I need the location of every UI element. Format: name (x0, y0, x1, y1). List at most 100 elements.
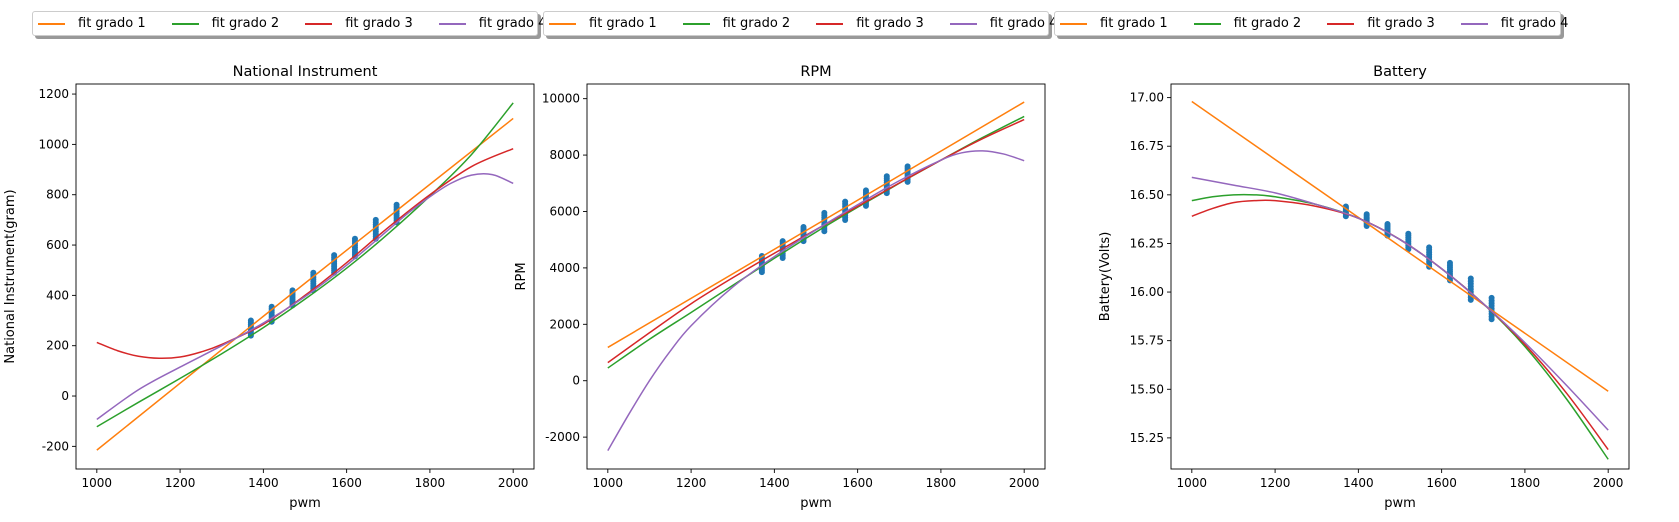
x-tick-label: 1200 (1260, 476, 1291, 490)
legend-swatch-fit-1 (549, 22, 576, 25)
data-point (842, 198, 849, 205)
legend-entry-fit-2: fit grado 2 (171, 16, 280, 31)
y-tick-label: 0 (61, 389, 69, 403)
legend-entry-fit-2: fit grado 2 (682, 16, 791, 31)
x-tick-label: 1800 (1510, 476, 1541, 490)
data-point (1405, 230, 1412, 237)
x-tick-label: 1200 (676, 476, 707, 490)
data-point (1426, 244, 1433, 251)
y-tick-label: 400 (46, 288, 69, 302)
legend-swatch-fit-1 (1060, 22, 1087, 25)
legend-national-instrument: fit grado 1 fit grado 2 fit grado 3 fit … (32, 11, 546, 36)
data-point (310, 269, 317, 276)
legend-entry-fit-1: fit grado 1 (38, 16, 146, 31)
legend-label-fit-2: fit grado 2 (722, 16, 791, 31)
data-point (1446, 259, 1453, 266)
x-tick-label: 1200 (165, 476, 196, 490)
legend-swatch-fit-4 (949, 22, 977, 25)
y-tick-label: 600 (46, 238, 69, 252)
legend-entry-fit-3: fit grado 3 (816, 16, 924, 31)
data-point (331, 252, 338, 259)
legend-label-fit-4: fit grado 4 (1500, 16, 1569, 31)
legend-label-fit-4: fit grado 4 (989, 16, 1058, 31)
y-tick-label: 10000 (542, 92, 580, 106)
series-line-fit-grado-3 (96, 147, 514, 360)
legend-entry-fit-2: fit grado 2 (1193, 16, 1302, 31)
plot-area (96, 102, 514, 451)
y-tick-label: 200 (46, 339, 69, 353)
legend-swatch-fit-4 (438, 22, 466, 25)
y-tick-label: 1000 (38, 137, 69, 151)
chart-title: RPM (800, 64, 831, 80)
data-point (779, 238, 786, 245)
legend-swatch-fit-4 (1460, 22, 1488, 25)
legend-swatch-fit-2 (1193, 22, 1221, 25)
data-point (1467, 275, 1474, 282)
y-tick-label: 17.00 (1130, 91, 1164, 105)
legend-swatch-fit-3 (305, 22, 333, 25)
legend-label-fit-3: fit grado 3 (856, 16, 924, 31)
x-tick-label: 1600 (1426, 476, 1457, 490)
data-point (1384, 221, 1391, 227)
x-tick-label: 1400 (1343, 476, 1374, 490)
y-tick-label: 15.50 (1130, 382, 1164, 396)
legend-swatch-fit-3 (816, 22, 844, 25)
data-point (904, 163, 911, 170)
x-tick-label: 1000 (593, 476, 624, 490)
y-tick-label: 16.00 (1130, 285, 1164, 299)
x-tick-label: 1400 (759, 476, 790, 490)
data-point (351, 235, 358, 242)
y-axis-label: Battery(Volts) (1098, 232, 1113, 322)
data-point (821, 209, 828, 216)
y-axis-label: RPM (514, 262, 529, 290)
x-tick-label: 1800 (415, 476, 446, 490)
y-tick-label: 16.75 (1130, 139, 1164, 153)
y-tick-label: 6000 (549, 204, 580, 218)
legend-entry-fit-3: fit grado 3 (305, 16, 413, 31)
x-axis-label: pwm (1384, 496, 1416, 511)
series-line-fit-grado-2 (1191, 193, 1609, 460)
x-tick-label: 1000 (82, 476, 113, 490)
series-line-fit-grado-2 (96, 102, 514, 428)
series-line-fit-grado-1 (607, 101, 1025, 349)
chart-title: National Instrument (233, 64, 378, 80)
x-tick-label: 1000 (1177, 476, 1208, 490)
legend-label-fit-1: fit grado 1 (589, 16, 657, 31)
x-tick-label: 2000 (1009, 476, 1040, 490)
chart-title: Battery (1373, 64, 1427, 80)
legend-label-fit-1: fit grado 1 (78, 16, 146, 31)
y-tick-label: 0 (572, 374, 580, 388)
legend-label-fit-3: fit grado 3 (1367, 16, 1435, 31)
plot-area (1191, 100, 1609, 460)
chart-rpm: RPM pwm RPM 1000 1200 1400 1600 1800 2000 -2000 0 2… (514, 64, 1046, 511)
x-tick-label: 1600 (842, 476, 873, 490)
x-tick-label: 1400 (248, 476, 279, 490)
x-tick-label: 1600 (331, 476, 362, 490)
y-tick-label: 15.25 (1130, 431, 1164, 445)
plot-frame (1170, 83, 1630, 470)
legend-label-fit-1: fit grado 1 (1100, 16, 1168, 31)
chart-battery: Battery pwm Battery(Volts) 1000 1200 1400 1600… (1098, 64, 1630, 511)
data-point (800, 224, 807, 230)
legend-entry-fit-3: fit grado 3 (1327, 16, 1435, 31)
data-point (1488, 294, 1495, 301)
series-line-fit-grado-3 (1191, 199, 1609, 451)
y-tick-label: 4000 (549, 261, 580, 275)
legend-entry-fit-4: fit grado 4 (438, 16, 547, 31)
legend-battery: fit grado 1 fit grado 2 fit grado 3 fit … (1054, 11, 1568, 36)
chart-national-instrument: National Instrument pwm National Instrumen… (3, 64, 535, 511)
series-line-fit-grado-1 (1191, 100, 1609, 392)
series-line-fit-grado-1 (96, 117, 514, 451)
y-tick-label: 16.50 (1130, 188, 1164, 202)
legend-entry-fit-4: fit grado 4 (949, 16, 1058, 31)
y-tick-label: -200 (42, 439, 69, 453)
y-axis-label: National Instrument(gram) (3, 189, 18, 363)
legend-label-fit-2: fit grado 2 (211, 16, 280, 31)
x-tick-label: 1800 (926, 476, 957, 490)
legend-label-fit-4: fit grado 4 (478, 16, 547, 31)
legend-entry-fit-1: fit grado 1 (1060, 16, 1168, 31)
legend-swatch-fit-3 (1327, 22, 1355, 25)
legend-label-fit-2: fit grado 2 (1233, 16, 1302, 31)
x-axis-label: pwm (800, 496, 832, 511)
